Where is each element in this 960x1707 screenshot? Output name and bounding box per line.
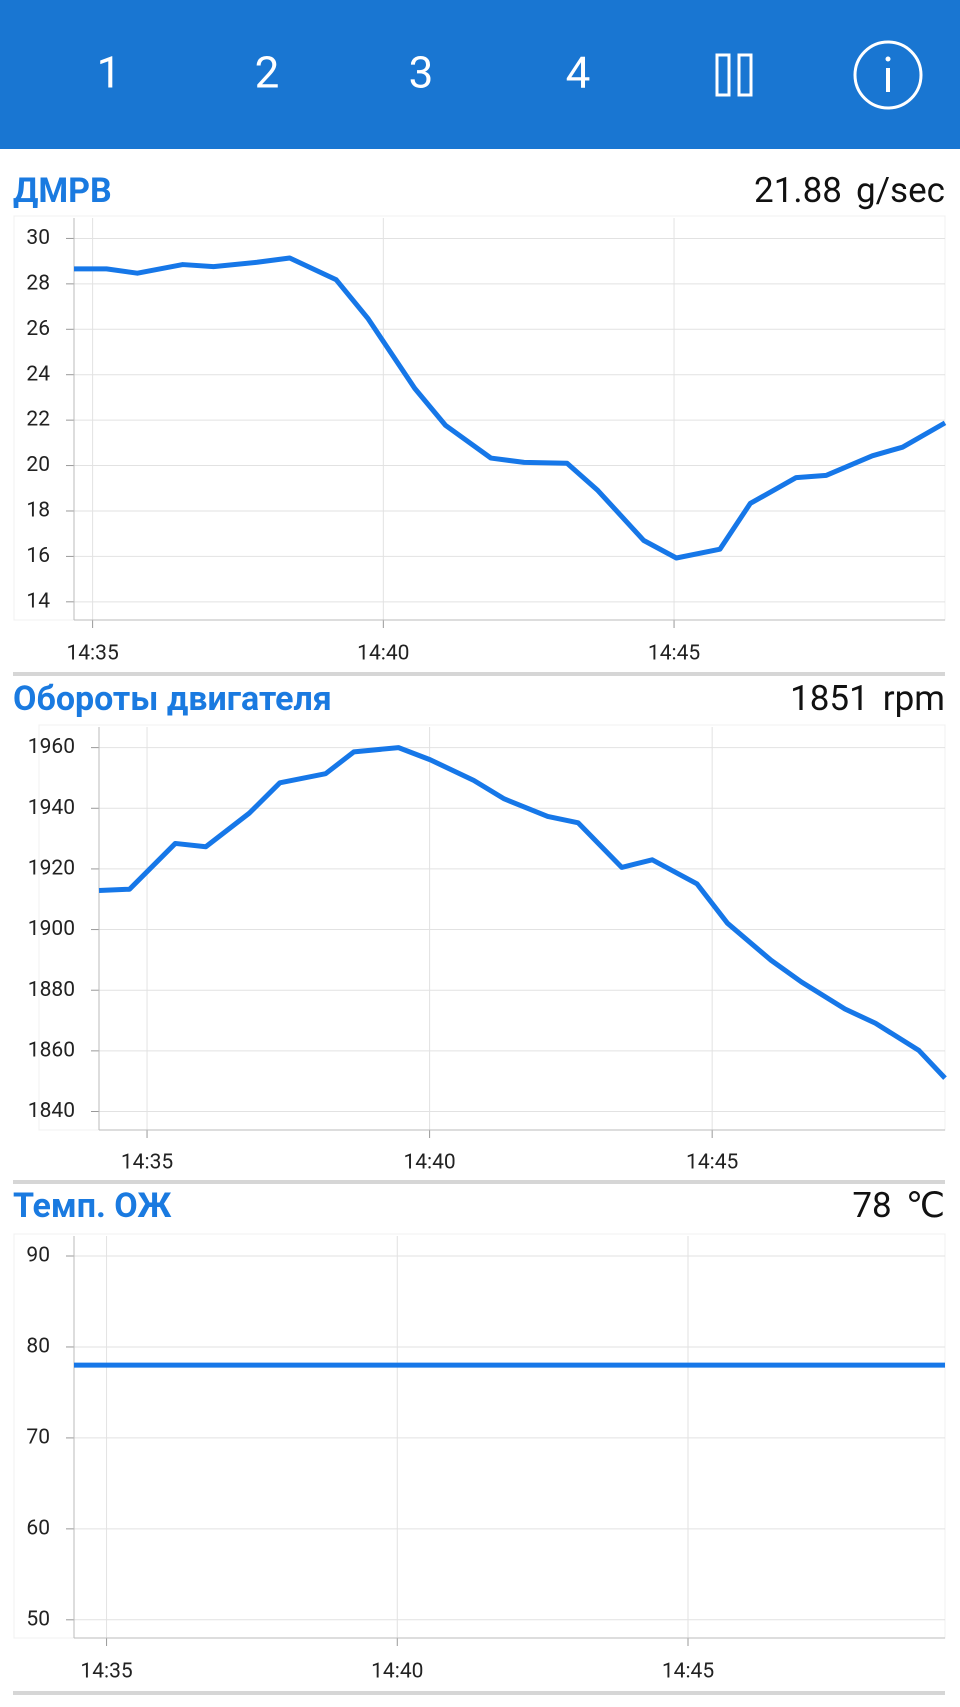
x-tick-label: 14:45 bbox=[648, 642, 700, 666]
y-tick-label: 90 bbox=[26, 1244, 50, 1268]
y-tick-label: 22 bbox=[26, 408, 50, 432]
y-tick-label: 26 bbox=[26, 317, 50, 341]
chart-title: ДМРВ bbox=[13, 171, 112, 211]
y-tick-label: 70 bbox=[26, 1425, 50, 1449]
separator bbox=[13, 672, 945, 676]
y-tick-label: 18 bbox=[26, 499, 50, 523]
separator bbox=[13, 1180, 945, 1184]
plot-area bbox=[13, 215, 946, 621]
chart-title: Обороты двигателя bbox=[13, 679, 332, 719]
tab[interactable]: 1 bbox=[97, 47, 122, 99]
y-tick-label: 16 bbox=[26, 544, 50, 568]
tab[interactable]: 4 bbox=[566, 47, 591, 99]
info-button[interactable] bbox=[853, 40, 923, 110]
reading-value: 21.88 bbox=[754, 170, 842, 211]
y-tick-label: 30 bbox=[26, 226, 50, 250]
reading-unit: ℃ bbox=[906, 1185, 945, 1226]
current-reading: 21.88 g/sec bbox=[754, 170, 945, 211]
x-tick-label: 14:45 bbox=[662, 1660, 714, 1684]
current-reading: 1851 rpm bbox=[790, 678, 945, 719]
reading-value: 78 bbox=[852, 1185, 891, 1226]
current-reading: 78 ℃ bbox=[852, 1185, 945, 1226]
y-tick-label: 80 bbox=[26, 1335, 50, 1359]
separator bbox=[13, 1691, 945, 1695]
x-tick-label: 14:40 bbox=[403, 1151, 455, 1175]
plot-area bbox=[13, 1233, 946, 1639]
y-tick-label: 24 bbox=[26, 362, 50, 386]
y-tick-label: 1840 bbox=[28, 1099, 75, 1123]
tab[interactable]: 2 bbox=[255, 47, 280, 99]
tab[interactable]: 3 bbox=[409, 47, 434, 99]
y-tick-label: 50 bbox=[26, 1607, 50, 1631]
x-tick-label: 14:40 bbox=[371, 1660, 423, 1684]
data-line bbox=[98, 745, 947, 1080]
y-tick-label: 1900 bbox=[28, 917, 75, 941]
y-tick-label: 1940 bbox=[28, 796, 75, 820]
y-tick-label: 1880 bbox=[28, 978, 75, 1002]
pause-button[interactable] bbox=[715, 53, 753, 97]
reading-unit: rpm bbox=[883, 678, 945, 719]
y-tick-label: 60 bbox=[26, 1516, 50, 1540]
x-tick-label: 14:35 bbox=[80, 1660, 132, 1684]
y-tick-label: 14 bbox=[26, 589, 50, 613]
reading-value: 1851 bbox=[790, 678, 869, 719]
y-tick-label: 1960 bbox=[28, 735, 75, 759]
y-tick-label: 20 bbox=[26, 453, 50, 477]
x-tick-label: 14:35 bbox=[66, 642, 118, 666]
reading-unit: g/sec bbox=[856, 170, 945, 211]
x-tick-label: 14:40 bbox=[357, 642, 409, 666]
y-tick-label: 1920 bbox=[28, 856, 75, 880]
x-tick-label: 14:35 bbox=[121, 1151, 173, 1175]
data-line bbox=[74, 255, 947, 561]
chart-title: Темп. ОЖ bbox=[13, 1186, 171, 1226]
plot-area bbox=[38, 724, 946, 1131]
top-bar bbox=[0, 0, 960, 149]
x-tick-label: 14:45 bbox=[686, 1151, 738, 1175]
y-tick-label: 28 bbox=[26, 271, 50, 295]
y-tick-label: 1860 bbox=[28, 1038, 75, 1062]
